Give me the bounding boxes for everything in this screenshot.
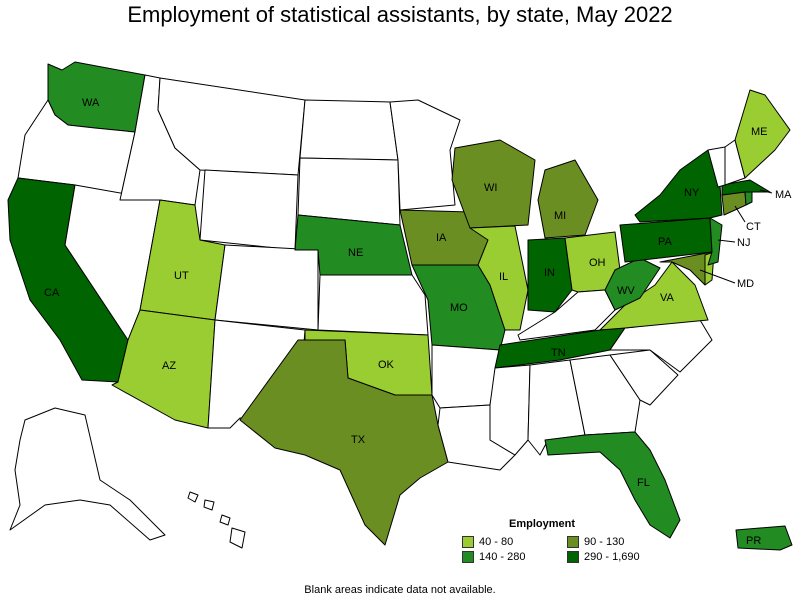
label-mo: MO [450, 302, 468, 314]
legend-label: 90 - 130 [584, 536, 625, 548]
state-co[interactable] [214, 244, 319, 331]
state-in[interactable] [527, 237, 573, 313]
label-wi: WI [484, 182, 497, 194]
label-pa: PA [658, 236, 673, 248]
state-ga[interactable] [569, 354, 641, 436]
legend-label: 290 - 1,690 [584, 551, 640, 563]
map-title: Employment of statistical assistants, by… [127, 2, 673, 27]
state-ma[interactable] [721, 179, 771, 196]
state-ny[interactable] [634, 149, 723, 223]
state-sd[interactable] [297, 157, 401, 226]
label-mi: MI [554, 210, 566, 222]
label-ca: CA [44, 287, 60, 299]
state-ms[interactable] [489, 364, 531, 456]
legend-swatch [462, 551, 474, 563]
state-mn[interactable] [389, 99, 461, 211]
leader-nj [717, 239, 736, 243]
legend-item-90-130: 90 - 130 [567, 536, 672, 548]
label-va: VA [660, 292, 675, 304]
leader-md [699, 269, 736, 284]
state-tx[interactable] [239, 339, 449, 546]
leader-ct [734, 205, 746, 223]
label-me: ME [751, 126, 768, 138]
state-me[interactable] [734, 89, 791, 179]
legend-item-290-1690: 290 - 1,690 [567, 551, 672, 563]
state-ak[interactable] [9, 407, 166, 541]
legend-item-140-280: 140 - 280 [462, 551, 567, 563]
state-mi[interactable] [537, 159, 599, 239]
legend-swatch [567, 536, 579, 548]
label-ok: OK [378, 359, 395, 371]
label-il: IL [499, 271, 508, 283]
label-ny: NY [684, 187, 700, 199]
label-ia: IA [436, 232, 447, 244]
state-wy[interactable] [199, 169, 299, 251]
label-pr: PR [746, 535, 761, 547]
legend: Employment 40 - 80 90 - 130 140 - 280 29… [462, 518, 642, 563]
label-nj: NJ [737, 237, 750, 249]
label-az: AZ [162, 360, 176, 372]
state-ar[interactable] [431, 344, 501, 409]
state-il[interactable] [469, 225, 529, 331]
label-in: IN [544, 267, 555, 279]
legend-swatch [462, 536, 474, 548]
label-wv: WV [617, 285, 635, 297]
state-hi[interactable] [187, 491, 246, 549]
label-oh: OH [589, 257, 606, 269]
footnote: Blank areas indicate data not available. [304, 584, 496, 596]
state-ks[interactable] [317, 274, 429, 336]
state-ct[interactable] [721, 191, 747, 216]
label-ne: NE [348, 247, 363, 259]
legend-label: 140 - 280 [479, 551, 526, 563]
label-fl: FL [637, 477, 650, 489]
leader-ma [759, 189, 773, 194]
state-wi[interactable] [451, 139, 536, 229]
territory-pr[interactable] [735, 525, 793, 551]
state-sc[interactable] [609, 349, 679, 406]
state-ri[interactable] [744, 191, 753, 206]
legend-title: Employment [508, 518, 575, 530]
label-tn: TN [551, 347, 566, 359]
state-nd[interactable] [299, 99, 399, 161]
legend-label: 40 - 80 [479, 536, 514, 548]
label-ct: CT [746, 221, 761, 233]
legend-item-40-80: 40 - 80 [462, 536, 567, 548]
state-fl[interactable] [544, 431, 681, 539]
label-tx: TX [351, 434, 366, 446]
label-md: MD [737, 278, 754, 290]
state-nj[interactable] [707, 217, 723, 266]
label-ut: UT [174, 270, 189, 282]
label-wa: WA [82, 97, 100, 109]
label-ma: MA [775, 189, 792, 201]
state-md[interactable] [659, 251, 713, 286]
legend-swatch [567, 551, 579, 563]
